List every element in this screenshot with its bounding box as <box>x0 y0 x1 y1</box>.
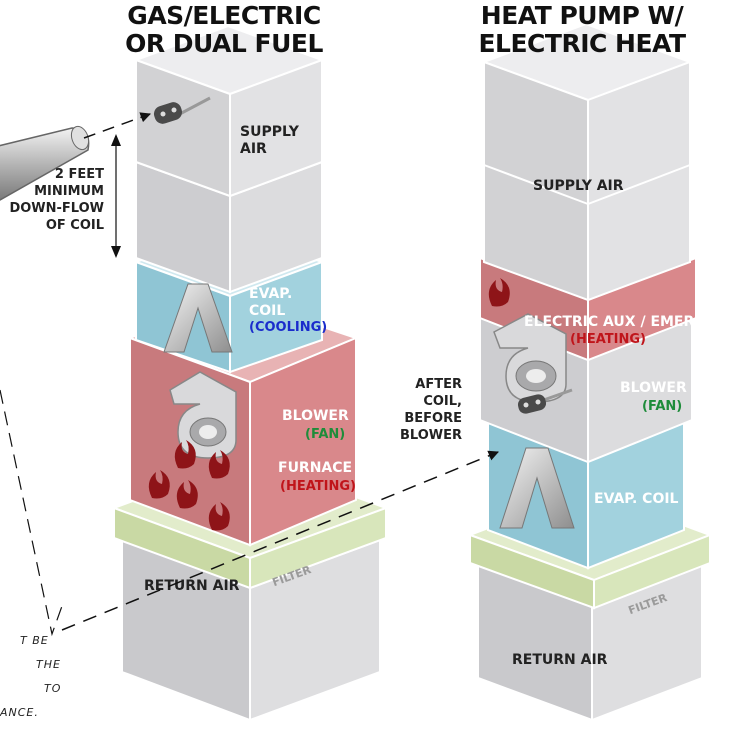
right-unit: HEAT PUMP W/ ELECTRIC HEAT SUPPLY AIR EL… <box>467 1 713 722</box>
note-leader-line <box>0 389 63 637</box>
note-line1: T BE <box>20 634 49 647</box>
left-furnace-mode-label: (HEATING) <box>280 479 356 494</box>
right-supply-box <box>481 22 693 302</box>
left-evap-label-line2: COIL <box>249 303 285 319</box>
left-evap-mode-label: (COOLING) <box>249 320 327 335</box>
right-return-air-box <box>477 558 703 722</box>
right-probe-pointer <box>61 450 499 631</box>
left-return-air-box <box>121 538 381 722</box>
note-line2: THE <box>36 658 61 671</box>
note-line4: ANCE. <box>0 706 39 719</box>
right-title-line2: ELECTRIC HEAT <box>478 29 685 58</box>
left-supply-upper-box <box>133 24 325 198</box>
probe-pipe <box>0 125 90 201</box>
left-evap-label-line1: EVAP. <box>249 286 292 302</box>
right-supply-air-label: SUPPLY AIR <box>533 178 624 194</box>
right-electric-label: ELECTRIC AUX / EMER. <box>524 314 700 330</box>
right-flame-icon <box>488 278 510 307</box>
after-coil-label-line4: BLOWER <box>400 428 462 443</box>
right-evap-section <box>487 418 685 570</box>
left-sensor-probe-icon <box>153 96 211 124</box>
right-blower-mode-label: (FAN) <box>642 399 682 414</box>
after-coil-label-line2: COIL, <box>423 394 462 409</box>
right-blower-label: BLOWER <box>620 380 687 396</box>
note-line3: TO <box>44 682 61 695</box>
right-return-air-label: RETURN AIR <box>512 652 608 668</box>
left-blower-wheel-icon <box>169 371 237 459</box>
left-flame-icons <box>148 440 230 531</box>
left-return-air-label: RETURN AIR <box>144 578 240 594</box>
distance-label-line1: 2 FEET <box>55 167 104 182</box>
left-blower-mode-label: (FAN) <box>305 427 345 442</box>
distance-label-line3: DOWN-FLOW <box>9 201 104 216</box>
left-furnace-label: FURNACE <box>278 460 352 476</box>
left-title-line1: GAS/ELECTRIC <box>127 1 320 30</box>
right-title-line1: HEAT PUMP W/ <box>481 1 685 30</box>
right-evap-label: EVAP. COIL <box>594 491 679 507</box>
right-coil-shape <box>499 447 575 529</box>
right-electric-mode-label: (HEATING) <box>570 332 646 347</box>
left-coil-shape <box>163 283 233 353</box>
right-sensor-probe-icon <box>517 388 573 414</box>
distance-label-line4: OF COIL <box>46 218 104 233</box>
left-title-line2: OR DUAL FUEL <box>125 29 323 58</box>
distance-label-line2: MINIMUM <box>34 184 104 199</box>
left-supply-label-line2: AIR <box>240 141 267 157</box>
after-coil-label-line1: AFTER <box>415 377 462 392</box>
after-coil-label-line3: BEFORE <box>404 411 462 426</box>
left-supply-lower-box <box>135 160 323 294</box>
distance-dimension-arrow <box>111 134 121 258</box>
left-probe-pointer <box>83 112 151 139</box>
left-supply-label-line1: SUPPLY <box>240 124 300 140</box>
left-blower-label: BLOWER <box>282 408 349 424</box>
left-unit: GAS/ELECTRIC OR DUAL FUEL SUPPLY AIR EVA… <box>111 1 389 722</box>
right-blower-wheel-icon <box>493 313 567 403</box>
